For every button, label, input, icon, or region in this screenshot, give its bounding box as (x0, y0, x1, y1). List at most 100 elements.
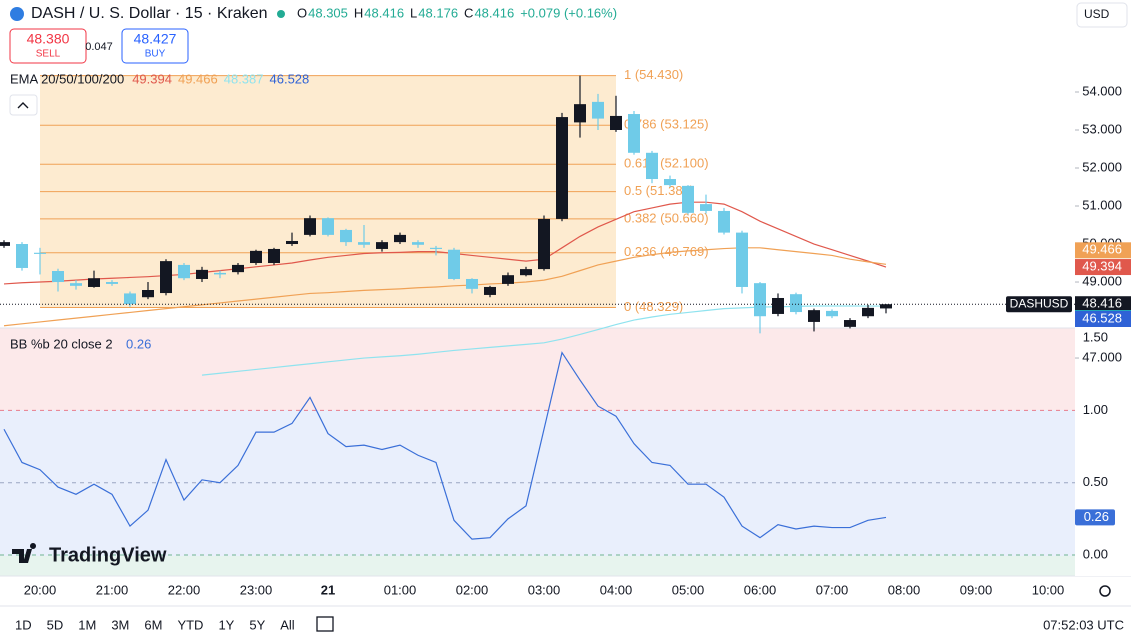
candle-body (664, 179, 676, 186)
candle-body (412, 242, 424, 245)
osc-legend-value: 0.26 (126, 336, 151, 351)
price-label: 49.394 (1082, 258, 1122, 273)
last-price: 48.416 (1082, 296, 1122, 311)
x-tick-label: 08:00 (888, 582, 921, 597)
calendar-icon[interactable] (316, 616, 334, 632)
ohlc-key: C (464, 5, 473, 20)
ema-legend: EMA 20/50/100/200 (10, 71, 124, 86)
osc-legend: BB %b 20 close 2 (10, 336, 113, 351)
overbought-zone (0, 328, 1075, 410)
candle-body (358, 242, 370, 245)
y-tick-label: 51.000 (1082, 197, 1122, 212)
fib-label: 1 (54.430) (624, 67, 683, 82)
symbol-icon (10, 7, 24, 21)
timeframe-button[interactable]: 5Y (249, 617, 265, 632)
timeframe-button[interactable]: 1M (78, 617, 96, 632)
price-label-bg (1075, 242, 1131, 259)
ohlc-key: L (410, 5, 417, 20)
timeframe-button[interactable]: 1Y (218, 617, 234, 632)
candle-body (376, 242, 388, 249)
candle-body (718, 210, 730, 233)
osc-tick-label: 1.50 (1083, 330, 1108, 345)
candle-body (844, 320, 856, 327)
symbol-title: DASH / U. S. Dollar · 15 · Kraken (31, 5, 268, 22)
timeframe-button[interactable]: 1D (15, 617, 32, 632)
symbol-tag (1006, 296, 1072, 313)
buy-button[interactable] (121, 28, 189, 64)
price-change: +0.079 (+0.16%) (520, 5, 617, 20)
timeframe-button[interactable]: All (280, 617, 295, 632)
candle-body (394, 234, 406, 243)
price-label-bg (1075, 311, 1131, 327)
candle-body (646, 152, 658, 180)
candle-body (808, 310, 820, 322)
ohlc-key: H (354, 5, 363, 20)
currency-button[interactable] (1076, 2, 1128, 28)
fib-label: 0.5 (51.380) (624, 183, 694, 198)
candle-body (430, 247, 442, 249)
x-tick-label: 10:00 (1032, 582, 1065, 597)
sell-button[interactable] (9, 28, 87, 64)
candle-body (88, 278, 100, 287)
x-tick-label: 20:00 (24, 582, 57, 597)
candle-body (304, 218, 316, 235)
candle-body (16, 244, 28, 268)
logo-mark (12, 542, 37, 563)
price-axis-bg (1075, 0, 1131, 576)
x-tick-label: 22:00 (168, 582, 201, 597)
candle-body (754, 283, 766, 317)
price-label: 46.528 (1082, 310, 1122, 325)
osc-value-bg (1075, 509, 1115, 526)
collapse-button[interactable] (9, 94, 38, 116)
y-tick-label: 53.000 (1082, 121, 1122, 136)
price-label: 49.466 (1082, 242, 1122, 257)
x-tick-label: 02:00 (456, 582, 489, 597)
candle-body (196, 269, 208, 279)
ema-legend-value: 46.528 (270, 71, 310, 86)
candle-body (286, 240, 298, 245)
candle-body (466, 278, 478, 289)
y-tick-label: 52.000 (1082, 159, 1122, 174)
timeframe-button[interactable]: 6M (144, 617, 162, 632)
timeframe-button[interactable]: 3M (111, 617, 129, 632)
x-tick-label: 06:00 (744, 582, 777, 597)
buy-label[interactable]: BUY (145, 49, 166, 60)
candle-body (772, 297, 784, 314)
candle-body (574, 104, 586, 123)
ema-legend-value: 49.394 (132, 71, 172, 86)
currency[interactable]: USD (1084, 7, 1110, 21)
settings-icon[interactable] (1099, 585, 1111, 597)
candle-body (340, 229, 352, 243)
timeframe-button[interactable]: 5D (47, 617, 64, 632)
clock: 07:52:03 UTC (1043, 617, 1124, 632)
x-tick-label: 03:00 (528, 582, 561, 597)
candle-body (448, 249, 460, 279)
x-tick-label: 05:00 (672, 582, 705, 597)
candle-body (250, 250, 262, 264)
price-label-bg (1075, 259, 1131, 276)
candle-body (556, 117, 568, 219)
candle-body (34, 252, 46, 254)
sell-label[interactable]: SELL (36, 49, 61, 60)
candle-body (538, 218, 550, 270)
collapse-icon[interactable] (17, 102, 29, 109)
candle-body (106, 282, 118, 284)
candle-body (124, 293, 136, 305)
candle-body (268, 248, 280, 264)
sell-price[interactable]: 48.380 (27, 31, 70, 47)
ema-legend-value: 48.387 (224, 71, 264, 86)
x-tick-label: 21:00 (96, 582, 129, 597)
ohlc-value: 48.305 (308, 5, 348, 20)
candle-body (628, 114, 640, 153)
candle-body (70, 283, 82, 286)
fib-label: 0 (48.329) (624, 299, 683, 314)
y-tick-label: 49.000 (1082, 273, 1122, 288)
market-dot (277, 10, 285, 18)
candle-body (322, 218, 334, 235)
timeframe-button[interactable]: YTD (177, 617, 203, 632)
fib-label: 0.382 (50.660) (624, 210, 709, 225)
buy-price[interactable]: 48.427 (134, 31, 177, 47)
oversold-zone (0, 556, 1075, 576)
x-tick-label: 07:00 (816, 582, 849, 597)
